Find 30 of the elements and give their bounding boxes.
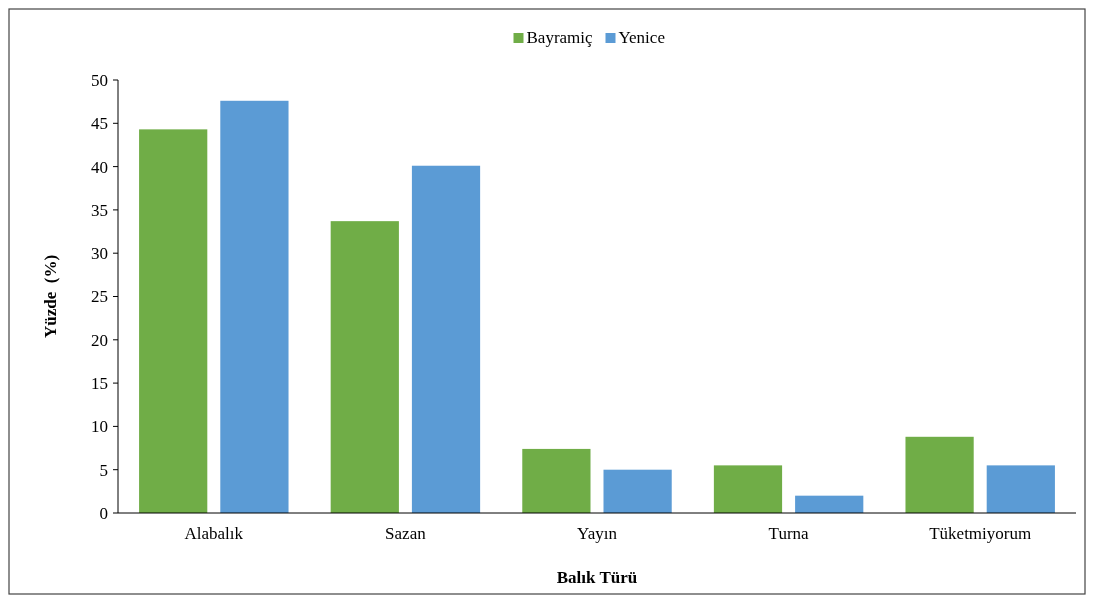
y-tick-label: 45: [91, 114, 108, 134]
y-axis-title: Yüzde (%): [41, 254, 60, 339]
bar: [603, 469, 672, 513]
y-tick-label: 20: [91, 330, 108, 350]
bar: [220, 100, 289, 513]
bar: [139, 129, 208, 513]
bar: [330, 221, 399, 513]
y-tick-label: 35: [91, 200, 108, 220]
bar: [905, 436, 974, 513]
y-tick-label: 0: [99, 503, 108, 523]
legend-label: Yenice: [618, 28, 665, 47]
bar: [522, 448, 591, 513]
x-tick-label: Sazan: [385, 524, 427, 543]
x-axis-title: Balık Türü: [556, 568, 638, 587]
x-tick-label: Tüketmiyorum: [929, 524, 1032, 543]
y-tick-label: 5: [99, 460, 108, 480]
bar: [986, 465, 1055, 513]
y-tick-label: 50: [91, 70, 108, 90]
y-tick-label: 30: [91, 244, 108, 264]
y-tick-label: 10: [91, 417, 108, 437]
x-tick-label: Turna: [768, 524, 810, 543]
bar: [795, 495, 864, 513]
x-tick-label: Alabalık: [184, 524, 244, 543]
legend-label: Bayramiç: [526, 28, 594, 47]
y-tick-label: 40: [91, 157, 108, 177]
y-tick-label: 15: [91, 374, 108, 394]
bar: [713, 465, 783, 513]
y-tick-label: 25: [91, 287, 108, 307]
bar: [411, 165, 481, 513]
x-tick-label: Yayın: [577, 524, 618, 543]
